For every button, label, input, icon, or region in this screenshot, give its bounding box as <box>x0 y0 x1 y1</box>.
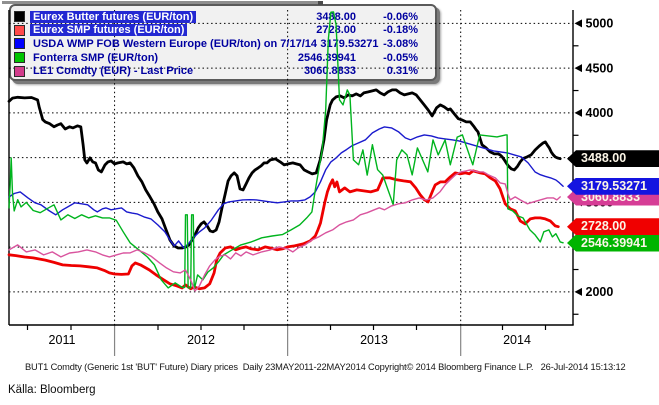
legend-row-le1[interactable]: LE1 Comdty (EUR) - Last Price 3060.8833 … <box>12 64 432 78</box>
x-axis-year-2013: 2013 <box>360 333 388 347</box>
legend: Eurex Butter futures (EUR/ton) 3488.00 -… <box>12 10 432 78</box>
legend-row-smp[interactable]: Eurex SMP futures (EUR/ton) 2728.00 -0.1… <box>12 24 432 38</box>
legend-label: Fonterra SMP (EUR/ton) <box>33 51 159 64</box>
price-flag-fonterra-last: 2546.39941 <box>567 234 659 252</box>
series-line-4 <box>8 169 561 292</box>
price-flag-usda-last: 3179.53271 <box>567 177 659 195</box>
y-axis-label-2000: 2000 <box>586 285 614 299</box>
legend-pct: -0.06% <box>383 10 418 23</box>
fonterra-swatch-icon <box>14 52 25 64</box>
series-line-1 <box>7 169 560 291</box>
window-chrome-bar <box>2 1 320 4</box>
legend-value: 3060.8833 <box>304 65 356 78</box>
legend-pct: 0.31% <box>386 65 418 78</box>
legend-label: LE1 Comdty (EUR) - Last Price <box>33 65 194 78</box>
legend-row-fonterra[interactable]: Fonterra SMP (EUR/ton) 2546.39941 -0.05% <box>12 51 432 65</box>
smp-swatch-icon <box>14 24 25 36</box>
x-axis-year-2012: 2012 <box>187 333 215 347</box>
source-label: Källa: Bloomberg <box>8 384 96 396</box>
y-axis-label-4000: 4000 <box>586 106 614 120</box>
price-flag-butter-last: 3488.00 <box>567 150 659 168</box>
series-line-3 <box>8 11 564 291</box>
legend-pct: -0.05% <box>383 51 418 64</box>
price-flag-smp-last: 2728.00 <box>567 218 659 236</box>
y-axis-label-4500: 4500 <box>586 61 614 75</box>
le1-swatch-icon <box>14 65 25 77</box>
series-line-0 <box>7 88 562 250</box>
legend-pct: -0.18% <box>383 24 418 37</box>
legend-label: Eurex SMP futures (EUR/ton) <box>30 24 188 37</box>
window-chrome-cap <box>318 1 323 5</box>
legend-value: 2546.39941 <box>297 51 356 64</box>
chart-footer: BUT1 Comdty (Generic 1st 'BUT' Future) D… <box>25 362 626 372</box>
legend-label: Eurex Butter futures (EUR/ton) <box>30 10 197 23</box>
legend-label: USDA WMP FOB Western Europe (EUR/ton) on… <box>33 37 317 50</box>
x-axis-year-2011: 2011 <box>48 333 76 347</box>
x-axis-year-2014: 2014 <box>503 333 531 347</box>
y-axis-label-5000: 5000 <box>586 17 614 31</box>
legend-row-butter[interactable]: Eurex Butter futures (EUR/ton) 3488.00 -… <box>12 10 432 24</box>
butter-swatch-icon <box>14 11 25 23</box>
series-line-2 <box>8 126 564 249</box>
legend-pct: -3.08% <box>383 37 418 50</box>
legend-value: 3488.00 <box>316 10 356 23</box>
legend-value: 3179.53271 <box>320 37 379 50</box>
legend-row-usda-wmp[interactable]: USDA WMP FOB Western Europe (EUR/ton) on… <box>12 37 432 51</box>
usda-swatch-icon <box>14 38 25 50</box>
